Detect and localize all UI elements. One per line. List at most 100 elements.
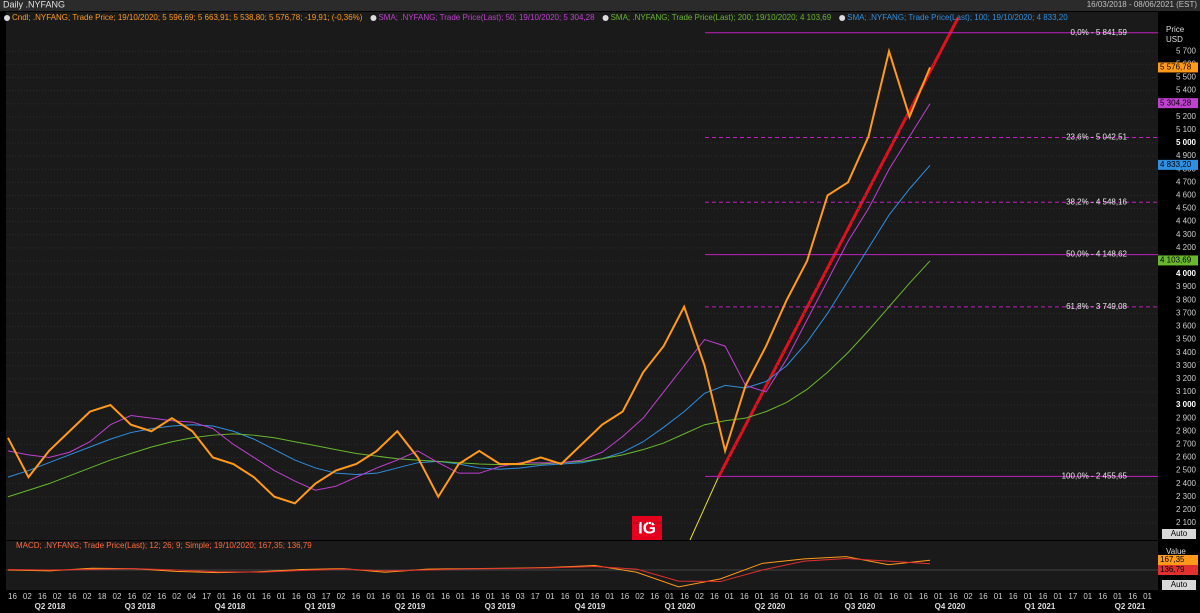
x-day-label: 16 [859, 592, 868, 601]
x-day-label: 16 [1098, 592, 1107, 601]
y-tick-label: 4 300 [1176, 230, 1197, 239]
x-day-label: 01 [1143, 592, 1152, 601]
y-tick-label: 5 200 [1176, 112, 1197, 121]
y-tick-label: 4 600 [1176, 191, 1197, 200]
x-day-label: 16 [919, 592, 928, 601]
x-day-label: 16 [1128, 592, 1137, 601]
x-day-label: 01 [396, 592, 405, 601]
y-tick-label: 5 000 [1176, 138, 1197, 147]
x-day-label: 16 [411, 592, 420, 601]
x-quarter-label: Q3 2018 [125, 602, 156, 611]
x-quarter-label: Q4 2018 [215, 602, 246, 611]
auto-label[interactable]: Auto [1171, 529, 1188, 538]
last-value-label: 167,35 [1160, 555, 1185, 564]
y-tick-label: 5 700 [1176, 46, 1197, 55]
legend-entry: SMA; .NYFANG; Trade Price(Last); 100; 19… [847, 13, 1068, 22]
x-day-label: 01 [1024, 592, 1033, 601]
last-value-box [1158, 98, 1198, 109]
x-day-label: 16 [352, 592, 361, 601]
fib-label: 0,0% - 5 841,59 [1071, 28, 1128, 37]
legend-entry: Cndl; .NYFANG; Trade Price; 19/10/2020; … [12, 13, 363, 22]
x-day-label: 17 [322, 592, 331, 601]
x-day-label: 16 [561, 592, 570, 601]
x-day-label: 01 [605, 592, 614, 601]
y-tick-label: 3 200 [1176, 374, 1197, 383]
fib-label: 50,0% - 4 148,62 [1066, 250, 1127, 259]
x-quarter-label: Q1 2019 [305, 602, 336, 611]
x-day-label: 16 [262, 592, 271, 601]
x-quarter-label: Q2 2018 [35, 602, 66, 611]
x-day-label: 16 [680, 592, 689, 601]
auto-button[interactable] [1162, 529, 1196, 539]
last-value-box [1158, 255, 1198, 266]
plot-area [6, 12, 1158, 540]
x-day-label: 01 [217, 592, 226, 601]
legend-icon [602, 15, 609, 21]
x-day-label: 01 [994, 592, 1003, 601]
macd-auto-button[interactable] [1162, 580, 1196, 590]
x-day-label: 16 [710, 592, 719, 601]
y-tick-label: 5 100 [1176, 125, 1197, 134]
x-day-label: 16 [8, 592, 17, 601]
fib-label: 61,8% - 3 749,08 [1066, 302, 1127, 311]
y-tick-label: 3 800 [1176, 295, 1197, 304]
x-day-label: 17 [1068, 592, 1077, 601]
x-day-label: 16 [979, 592, 988, 601]
y-tick-label: 5 500 [1176, 73, 1197, 82]
x-day-label: 01 [785, 592, 794, 601]
x-day-label: 01 [277, 592, 286, 601]
y-tick-label: 2 800 [1176, 426, 1197, 435]
x-quarter-label: Q2 2021 [1115, 602, 1146, 611]
x-day-label: 16 [740, 592, 749, 601]
x-day-label: 16 [232, 592, 241, 601]
x-day-label: 16 [68, 592, 77, 601]
macd-area [6, 541, 1158, 590]
y-tick-label: 3 300 [1176, 361, 1197, 370]
x-day-label: 16 [127, 592, 136, 601]
x-day-label: 01 [755, 592, 764, 601]
x-day-label: 16 [829, 592, 838, 601]
y-axis-title: USD [1166, 35, 1183, 44]
x-day-label: 02 [53, 592, 62, 601]
x-quarter-label: Q2 2019 [395, 602, 426, 611]
x-day-label: 16 [800, 592, 809, 601]
macd-auto-label[interactable]: Auto [1171, 580, 1188, 589]
x-day-label: 02 [83, 592, 92, 601]
y-tick-label: 3 600 [1176, 322, 1197, 331]
x-day-label: 01 [1113, 592, 1122, 601]
x-day-label: 02 [23, 592, 32, 601]
last-value-box [1158, 159, 1198, 170]
x-day-label: 16 [590, 592, 599, 601]
macd-axis-title: Value [1166, 547, 1186, 556]
x-day-label: 01 [486, 592, 495, 601]
trend-line-lower [689, 477, 719, 541]
legend-icon [370, 15, 377, 21]
x-quarter-label: Q1 2021 [1025, 602, 1056, 611]
y-tick-label: 2 100 [1176, 518, 1197, 527]
x-day-label: 01 [1083, 592, 1092, 601]
legend-entry: SMA; .NYFANG; Trade Price(Last); 50; 19/… [378, 13, 595, 22]
y-tick-label: 2 900 [1176, 413, 1197, 422]
fib-label: 100,0% - 2 455,65 [1062, 471, 1128, 480]
x-day-label: 16 [292, 592, 301, 601]
y-tick-label: 2 400 [1176, 479, 1197, 488]
fib-label: 23,6% - 5 042,51 [1066, 133, 1127, 142]
x-day-label: 01 [546, 592, 555, 601]
legend-icon [839, 15, 846, 21]
x-day-label: 01 [665, 592, 674, 601]
y-tick-label: 3 500 [1176, 335, 1197, 344]
legend-entry: SMA; .NYFANG; Trade Price(Last); 200; 19… [611, 13, 832, 22]
x-day-label: 16 [38, 592, 47, 601]
last-value-label: 5 576,78 [1160, 63, 1192, 72]
series-line [7, 260, 931, 498]
y-tick-label: 3 100 [1176, 387, 1197, 396]
x-day-label: 16 [441, 592, 450, 601]
y-tick-label: 4 900 [1176, 151, 1197, 160]
x-day-label: 03 [516, 592, 525, 601]
x-day-label: 02 [172, 592, 181, 601]
x-day-label: 02 [964, 592, 973, 601]
x-day-label: 01 [366, 592, 375, 601]
macd-line [7, 557, 931, 583]
x-day-label: 01 [934, 592, 943, 601]
